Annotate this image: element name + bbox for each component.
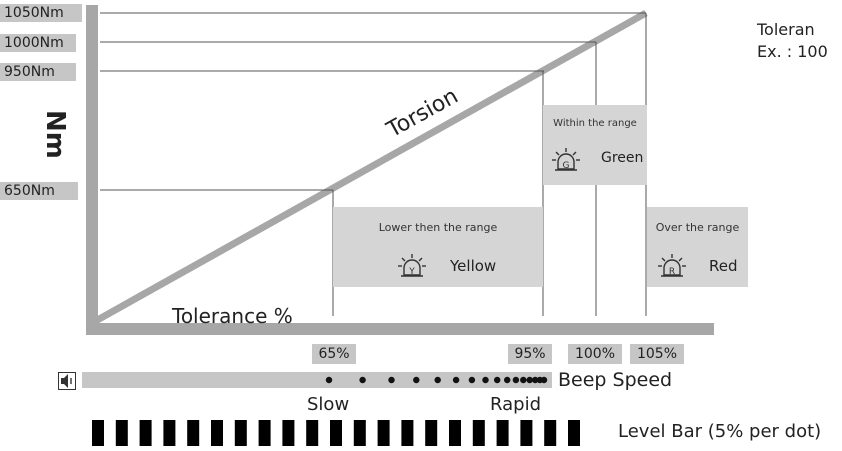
beep-speed-label: Beep Speed <box>558 369 673 391</box>
level-bar-segment <box>92 420 104 446</box>
beep-dot <box>540 376 548 384</box>
level-bar-segment <box>211 420 223 446</box>
level-bar-segment <box>139 420 152 446</box>
torque-label-1000: 1000Nm <box>0 34 76 52</box>
speaker-icon <box>58 372 76 390</box>
zone-over-caption: Over the range <box>655 221 740 234</box>
green-light-icon: G <box>552 148 580 171</box>
torque-label-1050: 1050Nm <box>0 4 82 22</box>
beep-dot <box>532 376 539 384</box>
level-bar-segment <box>163 420 176 446</box>
level-bar-segment <box>115 420 128 446</box>
level-bar-segment <box>401 420 414 446</box>
percent-label-100: 100% <box>568 344 622 364</box>
level-bar-segment <box>377 420 390 446</box>
beep-dot <box>468 376 476 384</box>
level-bar-segment <box>544 420 557 446</box>
level-bar-label: Level Bar (5% per dot) <box>618 421 822 442</box>
level-bar-segment <box>472 420 485 446</box>
level-bar-segment <box>449 420 461 446</box>
level-bar-segment <box>330 420 342 446</box>
beep-dot <box>482 376 489 384</box>
zone-over-letter: R <box>669 267 675 277</box>
percent-label-105: 105% <box>630 344 684 364</box>
beep-rapid-label: Rapid <box>490 394 541 415</box>
x-axis <box>86 323 714 335</box>
yellow-light-icon: Y <box>398 254 426 277</box>
x-axis-label: Tolerance % <box>172 304 293 328</box>
red-light-icon: R <box>658 254 686 277</box>
beep-track <box>82 372 552 388</box>
side-note-line-2: Ex. : 100 <box>757 42 828 61</box>
level-bar-segment <box>306 420 319 446</box>
level-bar-segment <box>353 420 366 446</box>
torque-label-950: 950Nm <box>0 63 76 81</box>
side-note-line-1: Toleran <box>757 20 815 39</box>
beep-dot <box>504 376 511 384</box>
zone-within-caption: Within the range <box>553 118 637 129</box>
beep-dot <box>388 376 395 384</box>
zone-lower-letter: Y <box>408 267 415 277</box>
percent-label-65: 65% <box>312 344 356 364</box>
beep-dot <box>494 376 501 384</box>
beep-dot <box>526 376 533 384</box>
beep-dot <box>359 376 366 384</box>
zone-within-color: Green <box>601 150 644 166</box>
y-axis <box>86 5 98 335</box>
level-bar-segment <box>234 420 247 446</box>
beep-dot <box>520 376 527 384</box>
beep-dot <box>452 376 460 384</box>
level-bar-segment <box>282 420 295 446</box>
beep-dot <box>512 376 520 384</box>
level-bar-segment <box>520 420 533 446</box>
zone-lower-color: Yellow <box>450 257 497 275</box>
beep-dot <box>434 376 441 384</box>
percent-label-95: 95% <box>508 344 552 364</box>
torque-label-650: 650Nm <box>0 182 78 200</box>
zone-lower-box: Lower then the range Y Yellow <box>333 207 543 287</box>
zone-within-letter: G <box>563 161 570 171</box>
level-bar-segment <box>496 420 509 446</box>
level-bar-segment <box>568 420 580 446</box>
zone-within-box: Within the range G Green <box>543 105 647 185</box>
beep-dot <box>413 376 420 384</box>
zone-over-box: Over the range R Red <box>647 207 748 287</box>
level-bar-segment <box>425 420 438 446</box>
zone-over-color: Red <box>709 257 738 275</box>
beep-dot <box>325 376 333 384</box>
zone-lower-caption: Lower then the range <box>378 221 498 234</box>
level-bar-segment <box>187 420 200 446</box>
beep-slow-label: Slow <box>307 394 350 415</box>
torsion-line <box>90 9 648 327</box>
level-bar-segment <box>258 420 271 446</box>
